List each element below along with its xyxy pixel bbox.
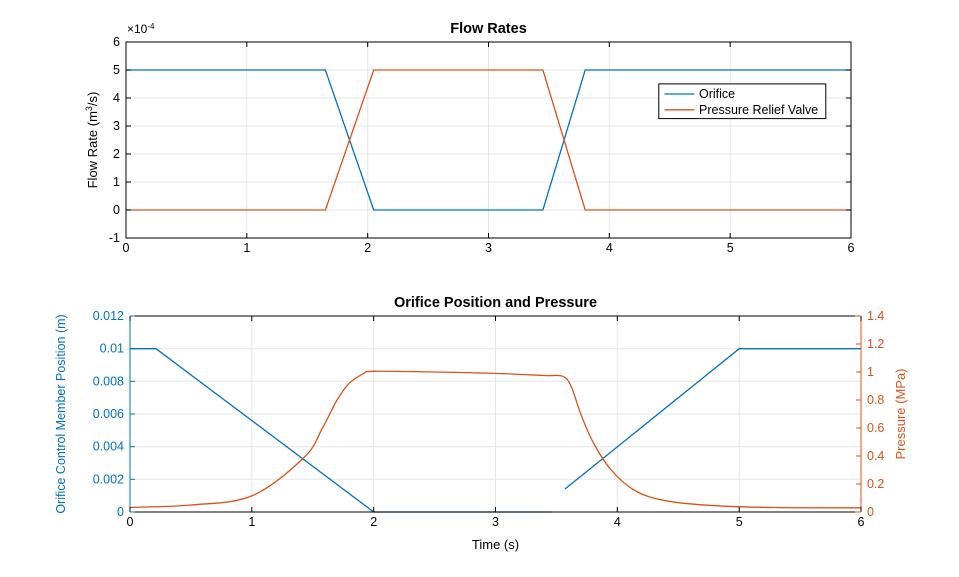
- svg-text:0.6: 0.6: [867, 421, 884, 435]
- svg-text:1.2: 1.2: [867, 337, 884, 351]
- svg-text:0.2: 0.2: [867, 477, 884, 491]
- svg-text:0: 0: [127, 515, 134, 529]
- svg-text:Pressure Relief Valve: Pressure Relief Valve: [699, 103, 818, 117]
- svg-text:Orifice: Orifice: [699, 87, 735, 101]
- svg-text:3: 3: [492, 515, 499, 529]
- svg-text:0: 0: [113, 203, 120, 217]
- svg-text:0.01: 0.01: [100, 342, 124, 356]
- svg-text:Flow Rate (m3/s): Flow Rate (m3/s): [84, 92, 100, 189]
- svg-text:0.8: 0.8: [867, 393, 884, 407]
- svg-text:Flow Rates: Flow Rates: [450, 21, 527, 37]
- svg-text:Pressure (MPa): Pressure (MPa): [893, 368, 908, 459]
- svg-text:Orifice Position and Pressure: Orifice Position and Pressure: [394, 295, 597, 311]
- svg-text:0.4: 0.4: [867, 449, 884, 463]
- svg-text:0: 0: [123, 241, 130, 255]
- svg-text:6: 6: [113, 35, 120, 49]
- svg-text:2: 2: [113, 147, 120, 161]
- svg-text:3: 3: [113, 119, 120, 133]
- svg-text:0.002: 0.002: [93, 472, 124, 486]
- svg-text:0.004: 0.004: [93, 440, 124, 454]
- svg-text:0.008: 0.008: [93, 374, 124, 388]
- svg-text:Time (s): Time (s): [472, 537, 519, 552]
- svg-text:3: 3: [485, 241, 492, 255]
- svg-text:4: 4: [606, 241, 613, 255]
- svg-text:6: 6: [848, 241, 855, 255]
- svg-text:4: 4: [614, 515, 621, 529]
- svg-text:-1: -1: [109, 231, 120, 245]
- svg-text:1: 1: [113, 175, 120, 189]
- svg-text:5: 5: [727, 241, 734, 255]
- svg-text:0: 0: [867, 505, 874, 519]
- svg-text:1.4: 1.4: [867, 309, 884, 323]
- svg-text:0: 0: [117, 505, 124, 519]
- svg-text:0.012: 0.012: [93, 309, 124, 323]
- svg-text:2: 2: [370, 515, 377, 529]
- svg-text:0.006: 0.006: [93, 407, 124, 421]
- svg-text:6: 6: [858, 515, 865, 529]
- svg-text:4: 4: [113, 91, 120, 105]
- svg-text:1: 1: [867, 365, 874, 379]
- svg-text:5: 5: [113, 63, 120, 77]
- svg-text:1: 1: [248, 515, 255, 529]
- svg-text:Orifice Control Member Positio: Orifice Control Member Position (m): [54, 314, 68, 513]
- svg-text:2: 2: [364, 241, 371, 255]
- svg-text:5: 5: [736, 515, 743, 529]
- svg-text:1: 1: [243, 241, 250, 255]
